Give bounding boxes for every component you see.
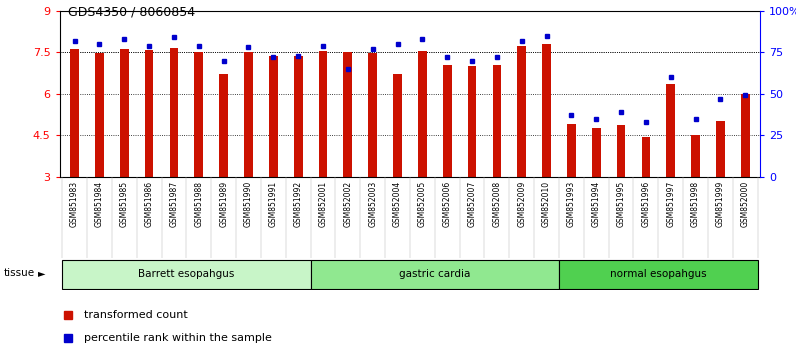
Text: GSM851993: GSM851993 [567, 181, 576, 227]
Text: GSM851984: GSM851984 [95, 181, 104, 227]
Text: GSM851994: GSM851994 [591, 181, 601, 227]
Text: GSM851995: GSM851995 [617, 181, 626, 227]
Bar [542, 45, 551, 177]
Text: GSM851998: GSM851998 [691, 181, 700, 227]
Text: ►: ► [38, 268, 45, 278]
Bar [443, 65, 451, 177]
Text: GSM851989: GSM851989 [219, 181, 228, 227]
Text: gastric cardia: gastric cardia [399, 269, 470, 279]
Bar [170, 48, 178, 177]
Bar [592, 128, 601, 177]
Bar [318, 51, 327, 177]
Bar [393, 74, 402, 177]
Text: GSM852006: GSM852006 [443, 181, 451, 227]
Text: Barrett esopahgus: Barrett esopahgus [139, 269, 235, 279]
Bar [642, 137, 650, 177]
Bar [468, 65, 476, 177]
Bar [219, 74, 228, 177]
Bar [741, 95, 750, 177]
Bar [493, 65, 501, 177]
Bar [617, 125, 626, 177]
Text: GSM851990: GSM851990 [244, 181, 253, 227]
Bar [716, 121, 725, 177]
Bar [691, 135, 700, 177]
Bar [120, 49, 129, 177]
Text: tissue: tissue [4, 268, 35, 278]
Text: GSM852010: GSM852010 [542, 181, 551, 227]
Bar [517, 46, 526, 177]
Text: GSM851999: GSM851999 [716, 181, 725, 227]
Text: transformed count: transformed count [84, 310, 187, 320]
Text: GSM851997: GSM851997 [666, 181, 675, 227]
Bar [344, 52, 352, 177]
Bar [269, 56, 278, 177]
Text: GDS4350 / 8060854: GDS4350 / 8060854 [68, 5, 195, 18]
Text: GSM852003: GSM852003 [369, 181, 377, 227]
Bar [369, 53, 377, 177]
FancyBboxPatch shape [310, 260, 559, 289]
Text: percentile rank within the sample: percentile rank within the sample [84, 333, 271, 343]
Text: GSM851983: GSM851983 [70, 181, 79, 227]
Bar [95, 53, 103, 177]
Text: GSM852007: GSM852007 [467, 181, 477, 227]
Text: GSM851996: GSM851996 [642, 181, 650, 227]
Bar [294, 56, 302, 177]
Bar [145, 50, 154, 177]
Text: GSM851991: GSM851991 [269, 181, 278, 227]
Text: GSM851985: GSM851985 [119, 181, 129, 227]
Text: GSM852002: GSM852002 [343, 181, 353, 227]
Text: GSM852001: GSM852001 [318, 181, 327, 227]
FancyBboxPatch shape [62, 260, 310, 289]
Bar [567, 124, 576, 177]
Text: GSM852005: GSM852005 [418, 181, 427, 227]
Text: GSM851988: GSM851988 [194, 181, 203, 227]
Text: GSM851992: GSM851992 [294, 181, 302, 227]
Text: GSM852004: GSM852004 [393, 181, 402, 227]
FancyBboxPatch shape [559, 260, 758, 289]
Bar [244, 52, 253, 177]
Bar [418, 51, 427, 177]
Bar [194, 52, 203, 177]
Text: GSM852000: GSM852000 [741, 181, 750, 227]
Bar [70, 49, 79, 177]
Bar [666, 84, 675, 177]
Text: GSM851987: GSM851987 [170, 181, 178, 227]
Text: GSM851986: GSM851986 [145, 181, 154, 227]
Text: normal esopahgus: normal esopahgus [610, 269, 707, 279]
Text: GSM852009: GSM852009 [517, 181, 526, 227]
Text: GSM852008: GSM852008 [493, 181, 501, 227]
